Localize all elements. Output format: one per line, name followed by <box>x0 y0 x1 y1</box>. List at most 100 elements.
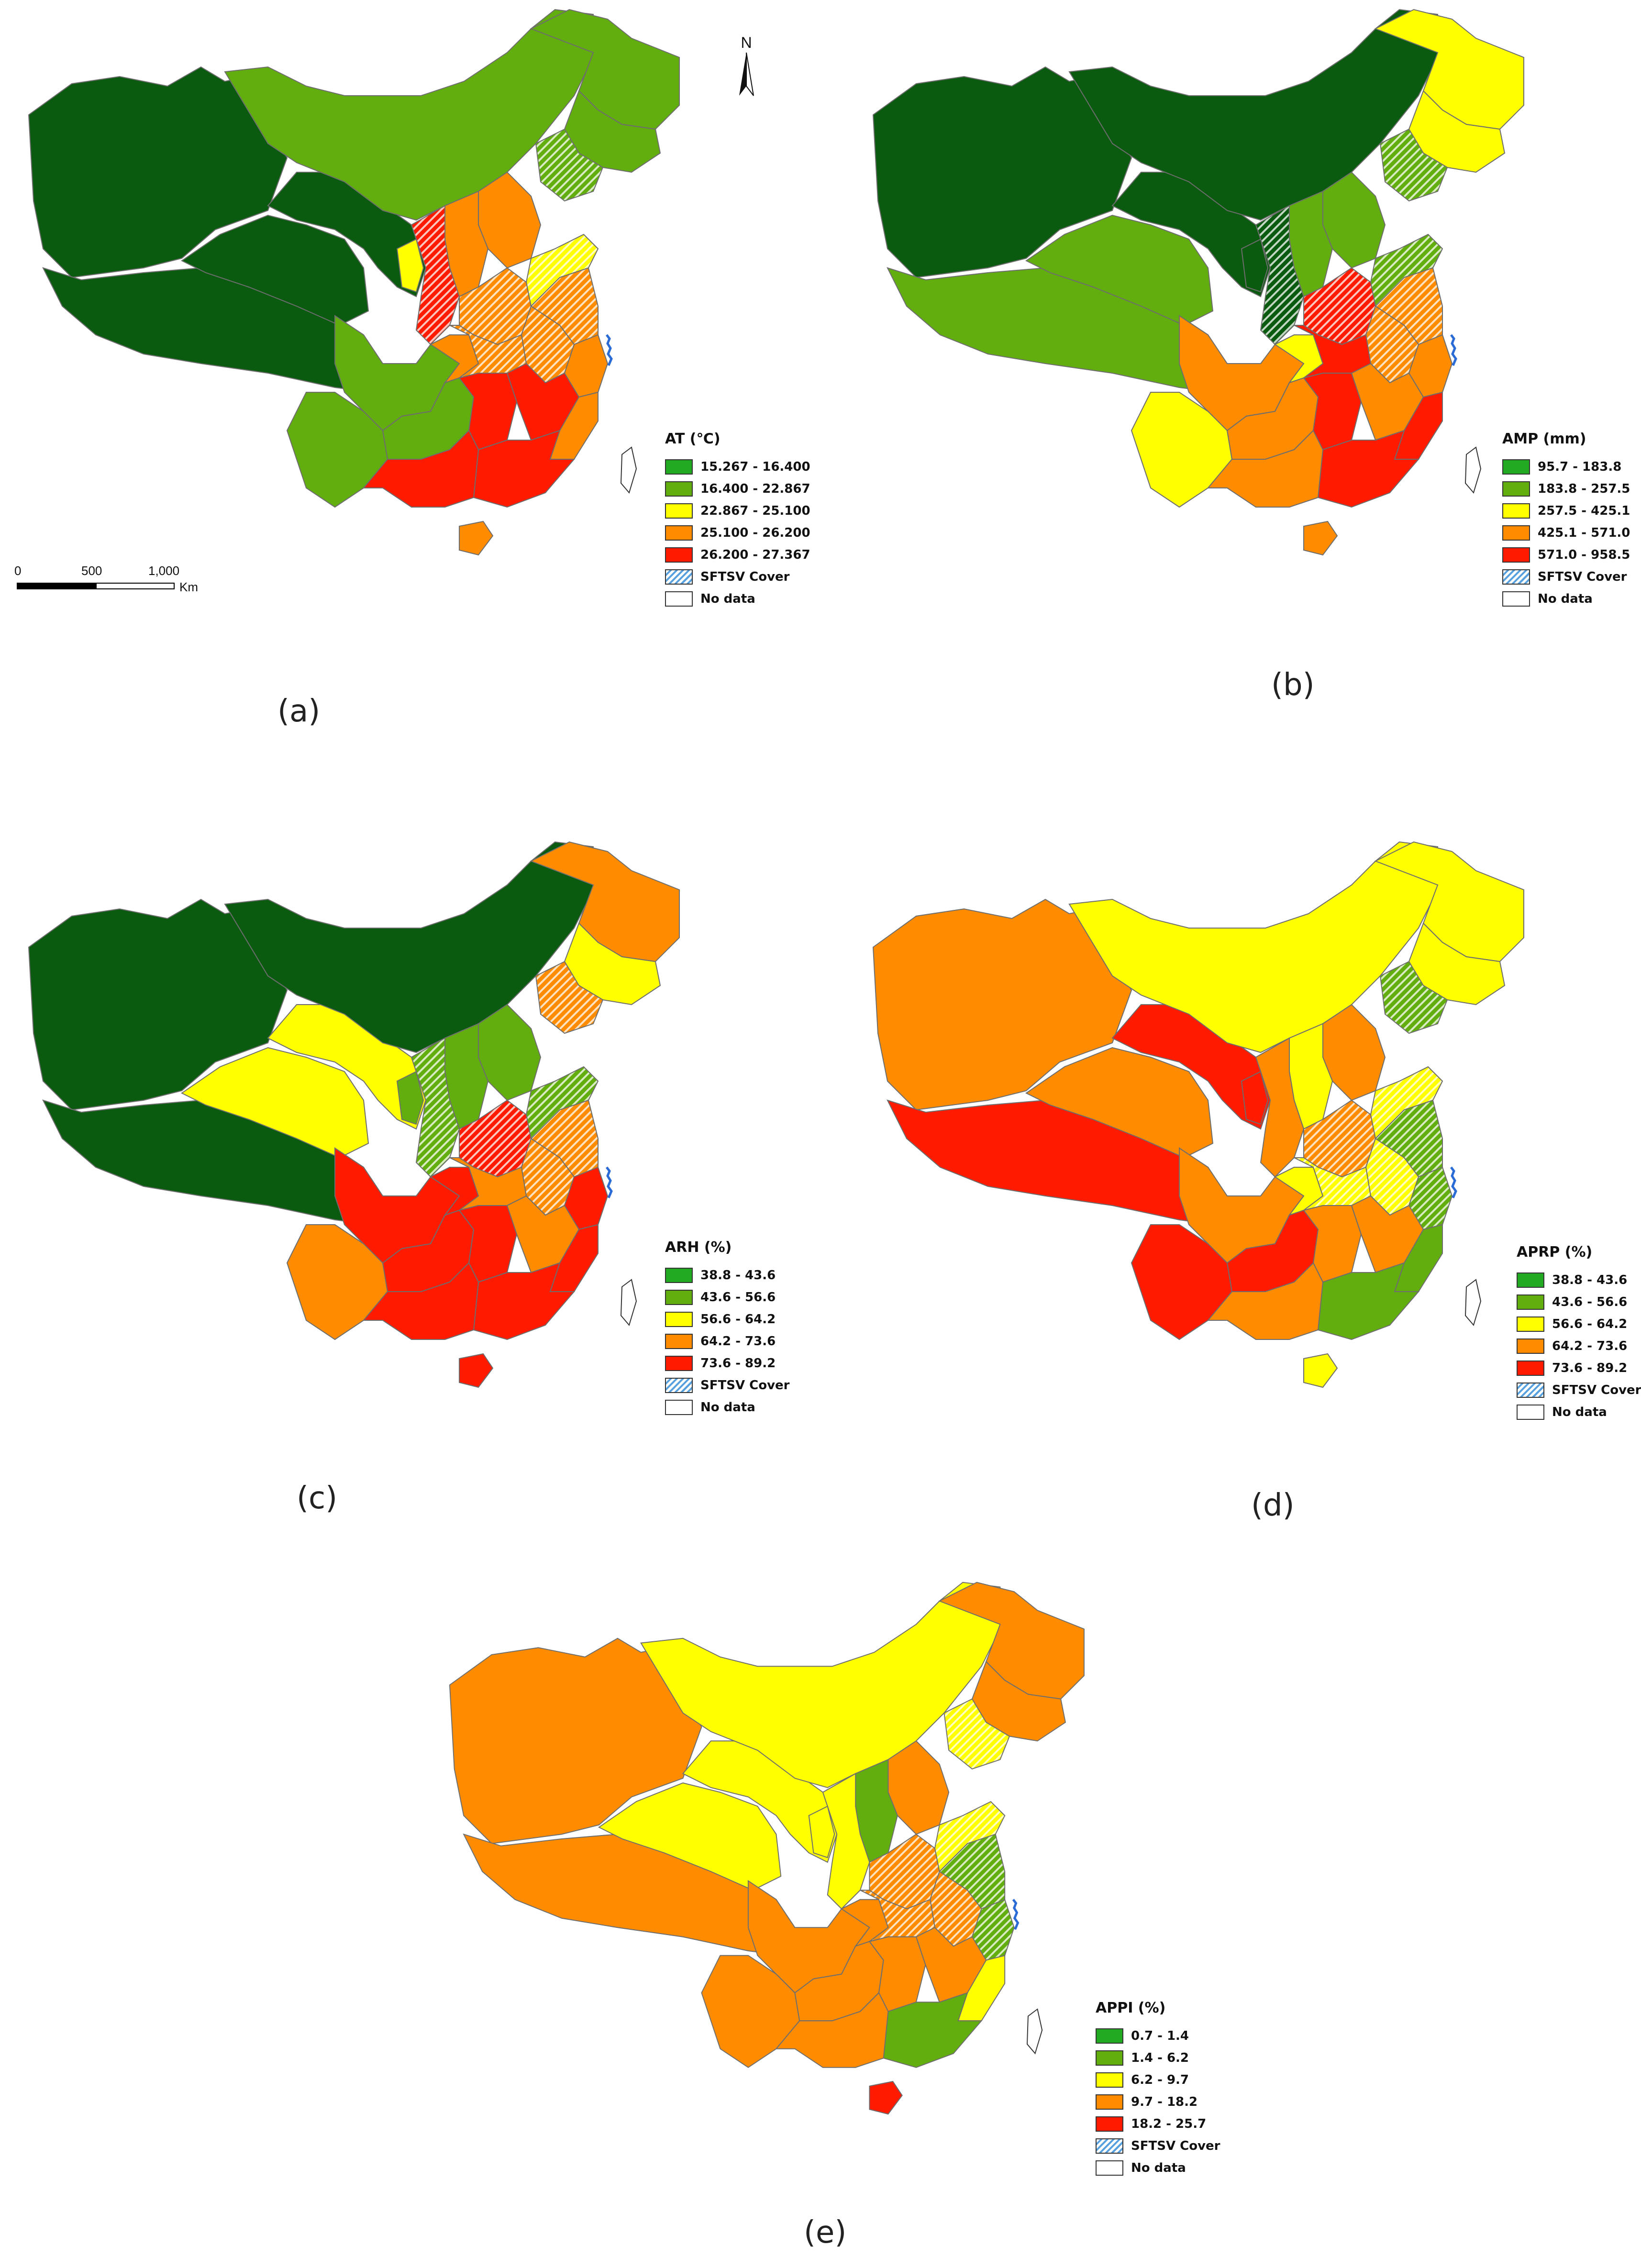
legend-label: 26.200 - 27.367 <box>700 548 810 562</box>
province-guangdong <box>1317 1262 1420 1340</box>
legend-swatch <box>1517 1405 1544 1420</box>
legend-label: 1.4 - 6.2 <box>1131 2051 1189 2065</box>
coastal-islands <box>1012 1899 1020 1930</box>
legend-swatch <box>1096 2028 1123 2044</box>
legend-swatch <box>665 547 693 563</box>
legend-label: No data <box>700 592 755 606</box>
map-d <box>872 841 1524 1388</box>
taiwan-no-data <box>620 446 637 494</box>
legend-label: 56.6 - 64.2 <box>1552 1317 1628 1331</box>
province-ningxia <box>1241 238 1269 293</box>
province-xinjiang <box>449 1637 702 1844</box>
province-hebei <box>478 1004 542 1101</box>
legend-item: SFTSV Cover <box>665 1374 789 1396</box>
legend-swatch <box>1517 1317 1544 1332</box>
province-liaoning <box>943 1698 1010 1770</box>
legend-swatch <box>665 1334 693 1349</box>
legend-swatch <box>1096 2138 1123 2154</box>
legend-item: No data <box>1517 1401 1641 1423</box>
province-liaoning <box>1379 128 1448 202</box>
legend-b: AMP (mm) 95.7 - 183.8 183.8 - 257.5 257.5 -… <box>1502 431 1630 610</box>
scale-tick-1000: 1,000 <box>148 564 180 578</box>
legend-swatch <box>665 1378 693 1393</box>
province-heilongjiang <box>530 841 680 963</box>
legend-swatch <box>665 503 693 519</box>
legend-title: AT (℃) <box>665 431 721 447</box>
coastal-islands <box>1450 1166 1457 1198</box>
legend-item: 22.867 - 25.100 <box>665 500 810 522</box>
province-liaoning <box>1379 961 1448 1034</box>
province-heilongjiang <box>530 9 680 130</box>
legend-label: No data <box>1131 2161 1186 2175</box>
province-ningxia <box>808 1805 835 1859</box>
taiwan-no-data <box>1464 446 1482 494</box>
province-nei-mongol <box>224 841 594 1053</box>
legend-d: APRP (%) 38.8 - 43.6 43.6 - 56.6 56.6 - 64.… <box>1517 1244 1641 1423</box>
legend-swatch <box>1517 1272 1544 1288</box>
legend-swatch <box>665 525 693 541</box>
legend-label: SFTSV Cover <box>700 570 790 584</box>
province-qinghai <box>1025 1047 1214 1159</box>
legend-label: SFTSV Cover <box>1552 1383 1641 1397</box>
legend-item: 95.7 - 183.8 <box>1502 456 1630 478</box>
legend-item: SFTSV Cover <box>1517 1379 1641 1401</box>
legend-a: AT (℃) 15.267 - 16.400 16.400 - 22.867 22.8… <box>665 431 810 610</box>
panel-a: AT (℃) 15.267 - 16.400 16.400 - 22.867 22.8… <box>0 0 820 746</box>
province-ningxia <box>396 238 424 293</box>
scale-segment-white <box>96 583 175 589</box>
province-xinjiang <box>28 66 288 278</box>
legend-swatch <box>1096 2094 1123 2110</box>
map-b <box>872 9 1524 556</box>
coastal-islands <box>606 334 613 366</box>
legend-swatch <box>665 569 693 585</box>
legend-swatch <box>1517 1383 1544 1398</box>
legend-label: 64.2 - 73.6 <box>1552 1339 1628 1353</box>
scale-tick-0: 0 <box>14 564 22 578</box>
province-nei-mongol <box>224 9 594 221</box>
province-qinghai <box>181 214 369 326</box>
legend-swatch <box>1096 2072 1123 2088</box>
legend-title: APPI (%) <box>1096 2000 1166 2016</box>
legend-swatch <box>1502 481 1530 497</box>
province-xinjiang <box>872 898 1132 1111</box>
north-arrow: N <box>730 33 763 108</box>
panel-label-e: (e) <box>804 2215 847 2250</box>
province-hebei <box>478 171 542 269</box>
legend-item: 56.6 - 64.2 <box>665 1308 789 1330</box>
legend-item: No data <box>665 588 810 610</box>
legend-label: 183.8 - 257.5 <box>1538 482 1630 496</box>
province-guangdong <box>1317 430 1420 508</box>
legend-label: 43.6 - 56.6 <box>700 1290 776 1305</box>
map-e <box>449 1582 1085 2115</box>
province-heilongjiang <box>1374 841 1524 963</box>
province-hainan <box>869 2080 903 2115</box>
panel-c: ARH (%) 38.8 - 43.6 43.6 - 56.6 56.6 - 64.2… <box>0 813 820 1560</box>
legend-item: 73.6 - 89.2 <box>665 1352 789 1374</box>
legend-item: 425.1 - 571.0 <box>1502 522 1630 544</box>
province-hebei <box>1322 171 1386 269</box>
map-a <box>28 9 680 556</box>
legend-e: APPI (%) 0.7 - 1.4 1.4 - 6.2 6.2 - 9.7 9.7 -… <box>1096 2000 1220 2179</box>
legend-swatch <box>665 1268 693 1283</box>
province-hainan <box>1303 1353 1338 1388</box>
legend-item: 16.400 - 22.867 <box>665 478 810 500</box>
legend-item: No data <box>665 1396 789 1418</box>
taiwan-no-data <box>1464 1279 1482 1327</box>
legend-item: 43.6 - 56.6 <box>1517 1291 1641 1313</box>
province-hainan <box>1303 520 1338 556</box>
province-qinghai <box>598 1782 782 1891</box>
province-xinjiang <box>28 898 288 1111</box>
legend-label: 43.6 - 56.6 <box>1552 1295 1628 1309</box>
legend-label: 73.6 - 89.2 <box>700 1356 776 1371</box>
map-c <box>28 841 680 1388</box>
legend-label: 18.2 - 25.7 <box>1131 2117 1207 2131</box>
legend-label: 38.8 - 43.6 <box>1552 1273 1628 1287</box>
legend-swatch <box>665 1356 693 1371</box>
legend-swatch <box>1502 525 1530 541</box>
province-hainan <box>459 520 494 556</box>
legend-item: 73.6 - 89.2 <box>1517 1357 1641 1379</box>
legend-item: 571.0 - 958.5 <box>1502 544 1630 566</box>
legend-item: 56.6 - 64.2 <box>1517 1313 1641 1335</box>
province-nei-mongol <box>1068 9 1438 221</box>
legend-label: 95.7 - 183.8 <box>1538 460 1622 474</box>
